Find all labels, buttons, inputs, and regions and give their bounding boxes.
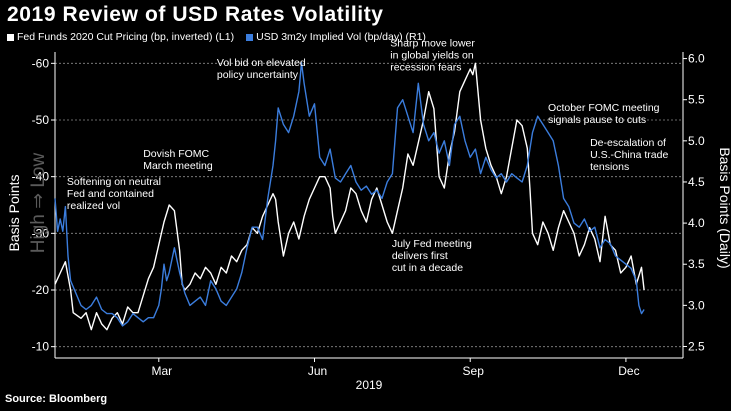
x-tick-label: Jun <box>308 364 327 378</box>
annotation-line: Vol bid on elevated <box>217 57 306 69</box>
annotation: Softening on neutral Fed and contained rea… <box>67 176 161 212</box>
left-tick-label: -60 <box>32 56 50 70</box>
right-tick-label: 2.5 <box>688 339 705 353</box>
legend-swatch-blue <box>246 33 254 41</box>
annotation: Sharp move lower in global yields on reces… <box>390 37 475 73</box>
legend: Fed Funds 2020 Cut Pricing (bp, inverted… <box>7 31 426 43</box>
annotation-line: July Fed meeting <box>392 238 472 250</box>
annotation-line: recession fears <box>390 61 461 73</box>
annotation-line: De-escalation of <box>590 137 666 149</box>
annotation-line: October FOMC meeting <box>548 102 660 114</box>
x-tick-label: Dec <box>618 364 639 378</box>
left-tick-label: -50 <box>32 113 50 127</box>
right-tick-label: 5.0 <box>688 134 705 148</box>
x-tick-label: Mar <box>151 364 172 378</box>
left-tick-label: -30 <box>32 226 50 240</box>
right-tick-label: 6.0 <box>688 52 705 66</box>
legend-item-implied-vol: USD 3m2y Implied Vol (bp/day) (R1) <box>246 31 426 43</box>
series-line-implied-vol <box>54 62 645 327</box>
annotation-line: policy uncertainty <box>217 69 299 81</box>
left-tick-label: -20 <box>32 283 50 297</box>
right-tick-label: 4.0 <box>688 216 705 230</box>
annotation-line: cut in a decade <box>392 262 463 274</box>
annotation-line: Dovish FOMC <box>143 148 209 160</box>
right-tick-label: 5.5 <box>688 93 705 107</box>
annotation: October FOMC meeting signals pause to cut… <box>548 102 660 126</box>
legend-item-fed-funds: Fed Funds 2020 Cut Pricing (bp, inverted… <box>7 31 234 43</box>
annotation-line: delivers first <box>392 250 448 262</box>
left-tick-label: -40 <box>32 170 50 184</box>
annotation-line: signals pause to cuts <box>548 114 646 126</box>
right-tick-label: 3.5 <box>688 257 705 271</box>
annotation: De-escalation of U.S.-China trade tensions <box>590 137 668 173</box>
chart-title: 2019 Review of USD Rates Volatility <box>7 3 384 26</box>
right-axis-title: Basis Points (Daily) <box>717 147 731 268</box>
left-axis-title: Basis Points <box>6 174 22 251</box>
source-label: Source: Bloomberg <box>5 393 108 405</box>
annotation: Vol bid on elevated policy uncertainty <box>217 57 306 81</box>
annotation-line: tensions <box>590 161 629 173</box>
annotation-line: Fed and contained <box>67 188 154 200</box>
x-tick-label: Sep <box>463 364 485 378</box>
right-tick-label: 3.0 <box>688 298 705 312</box>
annotation: Dovish FOMC March meeting <box>143 148 213 172</box>
series-line-fed-funds <box>54 62 645 331</box>
annotation-line: March meeting <box>143 160 213 172</box>
legend-label-fed-funds: Fed Funds 2020 Cut Pricing (bp, inverted… <box>17 31 235 43</box>
legend-label-implied-vol: USD 3m2y Implied Vol (bp/day) (R1) <box>256 31 426 43</box>
x-year-label: 2019 <box>356 378 383 392</box>
annotation-line: U.S.-China trade <box>590 149 668 161</box>
annotation-line: realized vol <box>67 200 120 212</box>
legend-swatch-white <box>7 33 14 41</box>
annotation-line: in global yields on <box>390 49 474 61</box>
left-tick-label: -10 <box>32 340 50 354</box>
right-tick-label: 4.5 <box>688 175 705 189</box>
annotation: July Fed meeting delivers first cut in a d… <box>392 238 472 274</box>
annotation-line: Sharp move lower <box>390 37 475 49</box>
annotation-line: Softening on neutral <box>67 176 161 188</box>
left-axis-direction-label: High ⇒ Low <box>28 153 49 254</box>
